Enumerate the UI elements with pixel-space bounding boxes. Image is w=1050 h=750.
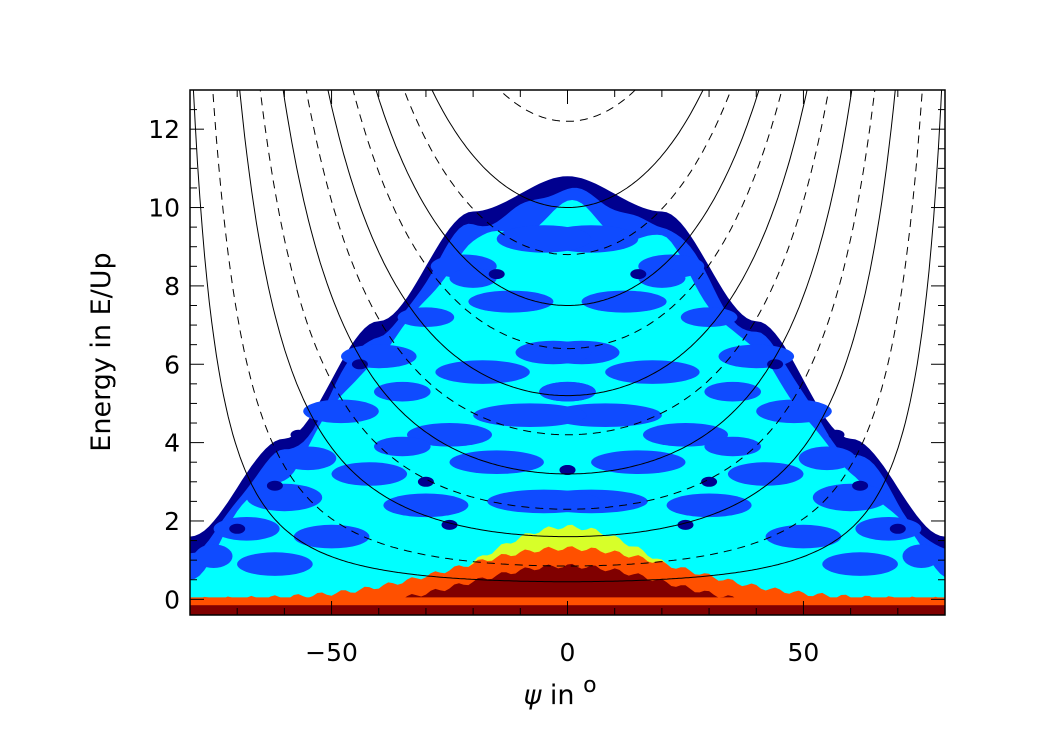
patch: [756, 399, 832, 424]
y-tick-label: 8: [164, 272, 180, 301]
patch: [902, 544, 941, 568]
solid-curve: [239, 90, 896, 538]
speck: [266, 480, 283, 491]
contour-fills: [190, 176, 945, 615]
patch: [704, 381, 761, 402]
speck: [767, 359, 784, 370]
x-axis-text: in: [541, 680, 583, 711]
patch: [496, 225, 592, 253]
dashed-curve: [352, 90, 783, 350]
patch: [237, 552, 313, 576]
patch: [246, 483, 323, 512]
solid-curve: [375, 90, 760, 306]
y-tick-label: 12: [148, 115, 180, 144]
patch: [591, 450, 686, 475]
patch: [812, 483, 889, 512]
patch: [581, 290, 667, 313]
patch: [293, 524, 370, 549]
patch: [331, 462, 408, 486]
patch: [765, 524, 842, 549]
guide-curves: [192, 12, 943, 583]
speck: [889, 523, 906, 534]
patch: [303, 399, 379, 424]
patch: [487, 489, 601, 514]
dashed-curve: [305, 90, 830, 436]
y-tick-label: 6: [164, 350, 180, 379]
patch: [213, 517, 280, 541]
speck: [630, 269, 647, 280]
patch: [704, 436, 761, 457]
x-tick-label: −50: [305, 638, 358, 667]
speck: [417, 476, 434, 487]
patch: [435, 360, 530, 384]
patch: [605, 360, 700, 384]
speck: [290, 429, 307, 440]
speck: [828, 429, 845, 440]
y-tick-labels: 0 2 4 6 8 10 12: [148, 115, 180, 614]
patch: [643, 423, 728, 447]
patch: [194, 544, 233, 568]
solid-curve: [282, 90, 853, 475]
speck: [559, 465, 576, 475]
degree-unit: o: [583, 673, 596, 698]
dashed-curve: [212, 90, 923, 567]
patch: [407, 423, 492, 447]
patch: [638, 268, 686, 288]
patch: [539, 381, 596, 402]
solid-curve: [431, 90, 704, 208]
solid-curve: [518, 12, 615, 31]
x-axis-symbol: ψ: [523, 680, 542, 711]
speck: [852, 480, 869, 491]
speck: [488, 269, 505, 280]
patch: [383, 493, 469, 518]
patch: [822, 552, 898, 576]
dashed-curve: [498, 90, 636, 122]
axis-ticks: [189, 89, 946, 615]
speck: [701, 476, 718, 487]
patch: [449, 268, 497, 288]
y-axis-title: Energy in E/Up: [86, 252, 117, 451]
speck: [351, 359, 368, 370]
patch: [680, 307, 738, 328]
patch: [855, 517, 922, 541]
y-tick-label: 2: [164, 507, 180, 536]
y-tick-label: 10: [148, 194, 180, 223]
y-tick-label: 4: [164, 429, 180, 458]
patch: [473, 403, 587, 428]
x-tick-label: 0: [560, 638, 576, 667]
solid-curve: [192, 90, 943, 583]
x-tick-label: 50: [788, 638, 820, 667]
dashed-curve: [403, 90, 732, 256]
patch: [666, 493, 752, 518]
dashed-curve: [259, 90, 876, 510]
patch: [449, 450, 544, 475]
patch: [279, 446, 337, 471]
x-tick-labels: −50 0 50: [305, 638, 819, 667]
patch: [397, 307, 455, 328]
patch: [727, 462, 804, 486]
patch: [468, 290, 554, 313]
y-tick-label: 0: [164, 585, 180, 614]
x-axis-title: ψ in o: [523, 673, 596, 711]
patch: [374, 381, 431, 402]
patch: [515, 340, 592, 365]
patch: [374, 436, 431, 457]
dark-specks: [229, 269, 906, 534]
speck: [229, 523, 246, 534]
solid-curve: [327, 90, 808, 397]
patch: [798, 446, 856, 471]
